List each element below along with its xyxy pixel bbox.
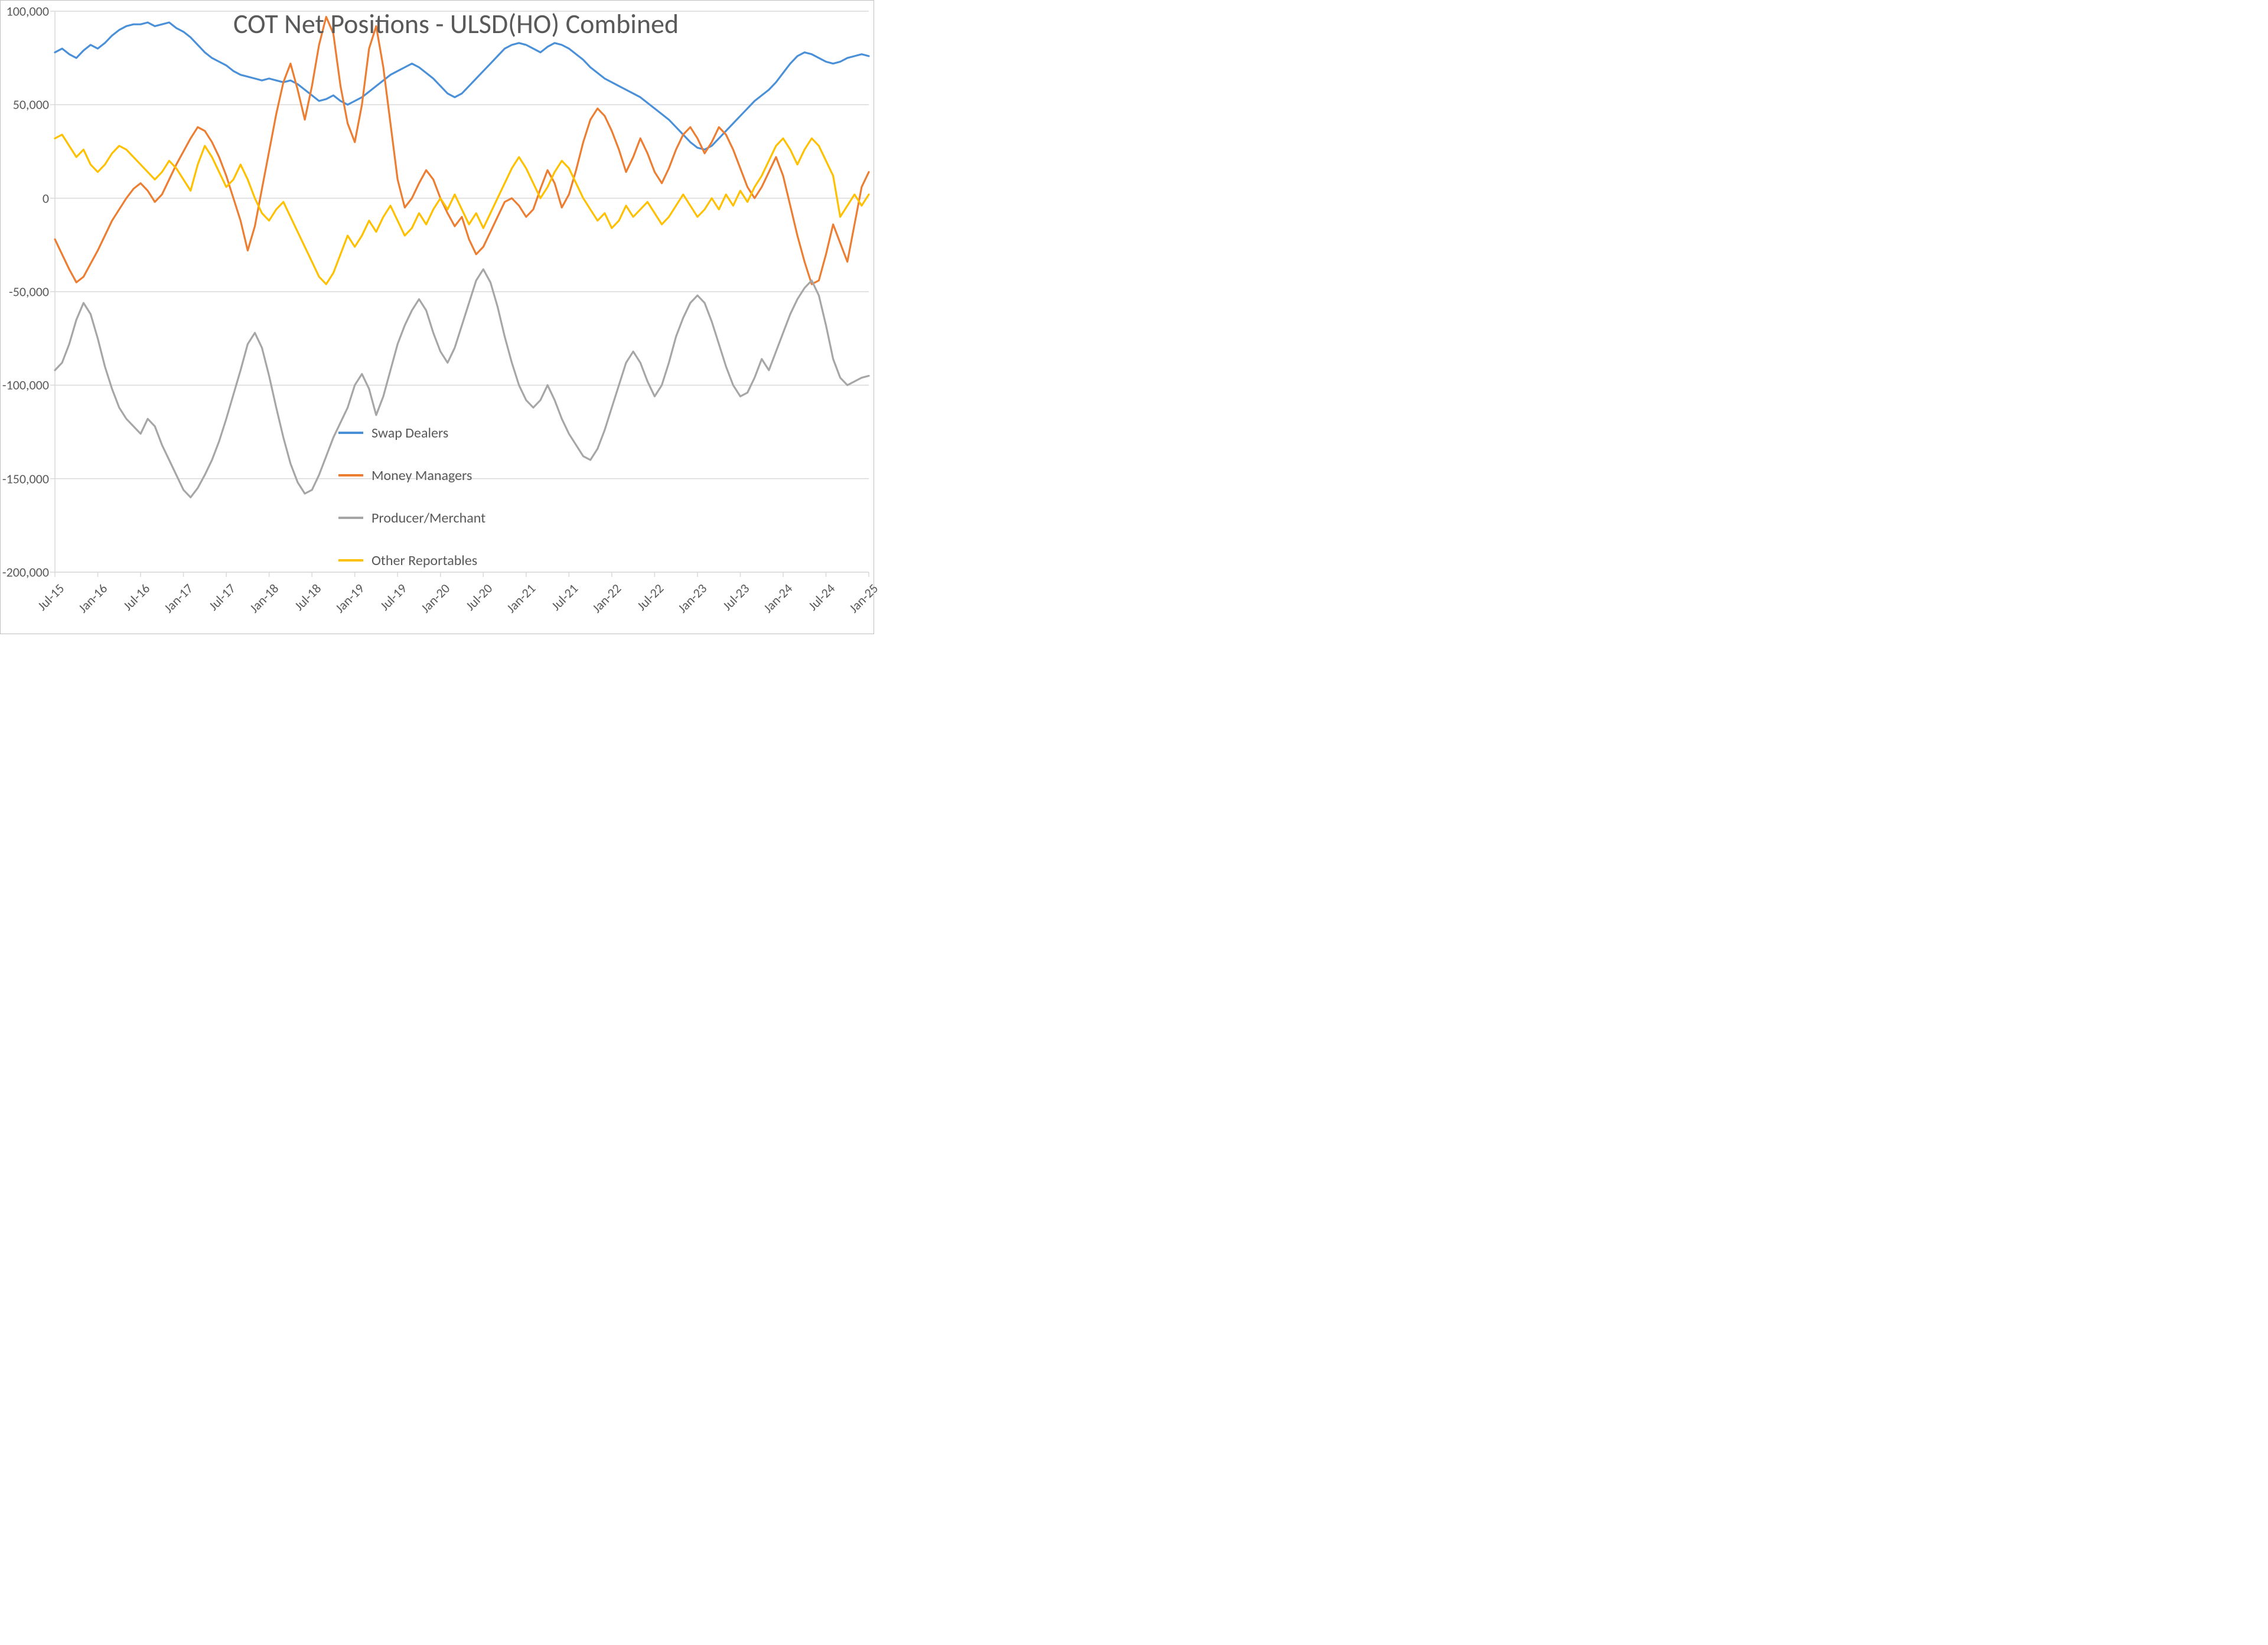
legend-swatch xyxy=(338,517,363,519)
y-tick-label: 0 xyxy=(43,190,49,206)
y-tick-label: 50,000 xyxy=(13,97,49,113)
series-line xyxy=(55,17,869,285)
series-line xyxy=(55,135,869,284)
y-tick-label: -50,000 xyxy=(9,284,49,300)
legend-swatch xyxy=(338,559,363,562)
legend-label: Producer/Merchant xyxy=(372,510,485,527)
legend-item: Swap Dealers xyxy=(338,412,485,454)
legend-item: Other Reportables xyxy=(338,539,485,582)
legend-label: Money Managers xyxy=(372,467,472,484)
legend-item: Money Managers xyxy=(338,454,485,497)
y-tick-label: -100,000 xyxy=(2,377,49,393)
legend-item: Producer/Merchant xyxy=(338,497,485,539)
legend-swatch xyxy=(338,432,363,434)
y-tick-label: -150,000 xyxy=(2,471,49,487)
chart-container: COT Net Positions - ULSD(HO) Combined -2… xyxy=(0,0,874,634)
legend-label: Swap Dealers xyxy=(372,425,448,442)
y-tick-label: -200,000 xyxy=(2,564,49,580)
y-tick-label: 100,000 xyxy=(6,4,49,19)
legend-label: Other Reportables xyxy=(372,552,477,569)
legend-swatch xyxy=(338,474,363,476)
chart-title: COT Net Positions - ULSD(HO) Combined xyxy=(233,8,679,41)
series-line xyxy=(55,22,869,149)
legend: Swap Dealers Money Managers Producer/Merch… xyxy=(338,412,485,582)
